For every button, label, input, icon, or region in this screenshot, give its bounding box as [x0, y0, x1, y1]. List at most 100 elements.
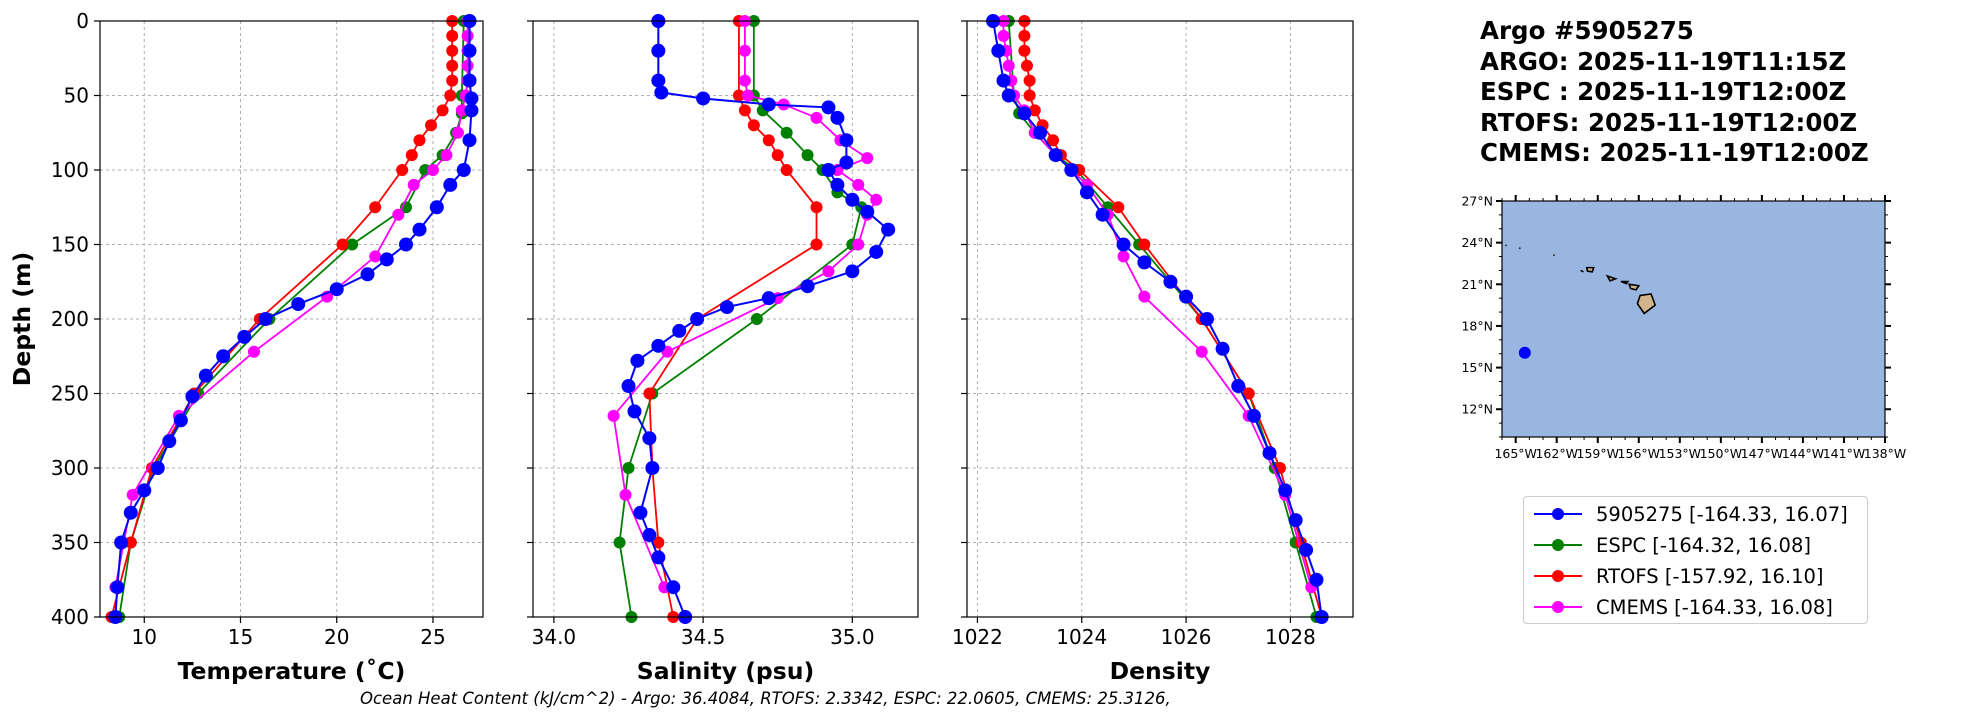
data-point-cmems — [426, 164, 439, 176]
data-point-rtofs — [810, 238, 823, 251]
data-point-rtofs — [1242, 387, 1255, 400]
data-point-argo — [651, 43, 666, 58]
legend-marker-cmems — [1534, 601, 1582, 613]
data-point-rtofs — [738, 104, 751, 117]
data-point-espc — [750, 313, 763, 325]
data-point-espc — [780, 126, 793, 139]
map-lat-label: 24°N — [1461, 235, 1493, 250]
data-point-argo — [162, 434, 177, 449]
legend-marker-rtofs — [1534, 570, 1582, 582]
x-tick-label: 1024 — [1056, 625, 1107, 649]
map-lat-label: 18°N — [1461, 318, 1493, 333]
series-line-argo — [992, 20, 1323, 618]
map-islet — [1505, 244, 1508, 247]
map-ocean — [1502, 201, 1885, 437]
data-point-argo — [630, 353, 645, 368]
data-point-argo — [1064, 163, 1079, 177]
data-point-cmems — [247, 345, 260, 358]
map-lat-label: 12°N — [1461, 402, 1493, 417]
legend-entry-rtofs: RTOFS [-157.92, 16.10] — [1530, 561, 1824, 591]
data-point-rtofs — [1138, 238, 1151, 251]
data-point-argo — [845, 192, 860, 207]
y-tick-label: 0 — [76, 9, 89, 33]
legend-entry-cmems: CMEMS [-164.33, 16.08] — [1530, 592, 1833, 622]
x-tick-label: 15 — [228, 625, 253, 649]
data-point-argo — [1048, 148, 1063, 163]
x-axis-label: Density — [1110, 657, 1211, 685]
data-point-argo — [216, 349, 231, 364]
map-islet — [1553, 254, 1555, 257]
x-tick-label: 1026 — [1161, 625, 1212, 649]
data-point-rtofs — [444, 89, 457, 102]
data-point-argo — [137, 483, 152, 498]
data-point-argo — [651, 73, 666, 88]
data-point-cmems — [741, 89, 754, 102]
series-argo — [108, 14, 479, 624]
map-lon-label: 150°W — [1700, 446, 1742, 461]
data-point-argo — [1079, 185, 1094, 200]
data-point-rtofs — [396, 164, 409, 176]
ocean-heat-content: Ocean Heat Content (kJ/cm^2) - Argo: 36.… — [360, 689, 1171, 708]
data-point-argo — [881, 222, 896, 237]
data-point-cmems — [369, 250, 382, 263]
profile-panel-1: 0 50 100 150 200 250 300 350 400 10 15 20 25 Temperat… — [8, 9, 484, 685]
data-point-argo — [1001, 88, 1016, 103]
y-tick-label: 300 — [51, 456, 89, 480]
x-tick-label: 1022 — [952, 625, 1003, 649]
data-point-rtofs — [1112, 201, 1125, 214]
map-lon-label: 141°W — [1823, 446, 1865, 461]
data-point-argo — [651, 550, 666, 565]
y-tick-label: 350 — [51, 531, 89, 555]
data-point-cmems — [461, 29, 474, 42]
data-point-argo — [1246, 408, 1261, 423]
data-point-cmems — [1117, 250, 1130, 263]
data-point-cmems — [407, 178, 420, 191]
x-tick-label: 25 — [420, 625, 445, 649]
map-island — [1585, 266, 1595, 273]
data-point-argo — [666, 580, 681, 595]
legend: 5905275 [-164.33, 16.07] ESPC [-164.32, … — [1523, 496, 1868, 624]
data-point-cmems — [738, 44, 751, 57]
profile-info: Argo #5905275 ARGO: 2025-11-19T11:15Z ES… — [1480, 16, 1869, 169]
data-point-argo — [869, 244, 884, 259]
data-point-rtofs — [732, 89, 745, 102]
data-point-argo — [1095, 207, 1110, 222]
map-lon-label: 156°W — [1618, 446, 1660, 461]
data-point-rtofs — [810, 201, 823, 214]
data-point-argo — [1278, 483, 1293, 498]
data-point-argo — [464, 91, 479, 106]
data-point-argo — [360, 267, 375, 282]
data-point-argo — [642, 431, 657, 446]
data-point-argo — [719, 300, 734, 315]
legend-label-rtofs: RTOFS [-157.92, 16.10] — [1596, 564, 1824, 588]
data-point-argo — [258, 312, 273, 326]
data-point-argo — [462, 73, 477, 88]
y-tick-label: 150 — [51, 233, 89, 257]
data-point-cmems — [1195, 345, 1208, 358]
data-point-rtofs — [1028, 104, 1041, 117]
data-point-rtofs — [413, 134, 426, 147]
map-islet — [1518, 247, 1521, 250]
series-line-cmems — [1002, 21, 1313, 588]
map-lon-label: 144°W — [1782, 446, 1824, 461]
data-point-argo — [651, 338, 666, 353]
data-point-argo — [839, 155, 854, 170]
location-map: 165°W162°W159°W156°W153°W150°W147°W144°W… — [1461, 194, 1906, 462]
data-point-argo — [821, 100, 836, 115]
series-argo — [986, 14, 1329, 624]
data-point-argo — [291, 297, 306, 312]
data-point-rtofs — [436, 104, 449, 117]
legend-entry-argo: 5905275 [-164.33, 16.07] — [1530, 499, 1848, 529]
x-tick-label: 34.0 — [532, 625, 577, 649]
data-point-rtofs — [1047, 134, 1060, 147]
data-point-cmems — [1138, 290, 1151, 303]
data-point-argo — [761, 291, 776, 306]
x-axis-label: Salinity (psu) — [637, 657, 814, 685]
x-axis-label: Temperature (˚C) — [178, 657, 406, 685]
data-point-argo — [185, 389, 200, 404]
data-point-argo — [399, 237, 414, 252]
data-point-argo — [464, 103, 479, 118]
legend-label-espc: ESPC [-164.32, 16.08] — [1596, 533, 1811, 557]
data-point-argo — [621, 379, 636, 394]
data-point-rtofs — [425, 119, 438, 132]
